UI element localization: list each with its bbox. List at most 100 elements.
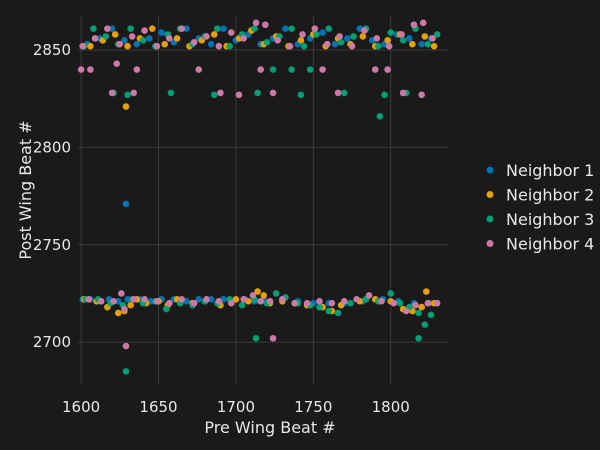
data-point [433,299,441,307]
data-point [173,35,181,42]
y-tick-label: 2800 [33,138,71,156]
data-point [381,91,388,99]
data-point [190,38,198,46]
data-point [406,35,413,42]
data-point [410,21,418,29]
data-point [421,321,429,328]
data-point [303,299,311,307]
data-point [118,290,125,297]
data-point [418,303,425,311]
data-point [252,334,260,342]
data-point [396,299,404,307]
data-point [359,33,367,40]
data-point [297,37,305,44]
data-point [313,31,320,38]
data-point [334,89,342,97]
data-point [124,91,131,99]
data-point [418,40,425,48]
data-point [166,35,173,42]
legend-item: Neighbor 2 [486,186,594,205]
data-point [210,91,218,99]
data-point [153,42,161,50]
data-point [300,42,308,50]
x-tick-labels: 1600 1650 1700 1750 1800 [62,398,410,416]
data-point [288,25,295,32]
data-point [266,297,274,305]
data-point [116,40,124,48]
data-point [79,42,86,50]
legend-marker [486,166,494,174]
data-point [121,37,128,44]
data-point [423,288,430,295]
data-point [325,307,333,315]
legend-label: Neighbor 2 [506,186,594,205]
data-point [418,91,425,99]
data-point [398,31,405,38]
data-point [85,296,93,303]
data-point [190,299,198,307]
data-point [254,89,261,97]
legend-item: Neighbor 1 [486,161,594,180]
data-point [399,37,407,44]
data-point [272,290,280,297]
data-point [124,42,131,50]
y-tick-label: 2850 [33,41,71,59]
data-point [387,29,395,36]
data-point [262,21,269,29]
legend-label: Neighbor 4 [506,235,594,254]
data-point [108,25,116,32]
data-point [347,299,354,307]
data-point [124,296,131,303]
data-point [328,299,336,307]
data-point [215,297,223,305]
data-point [90,25,97,32]
data-point [373,35,381,42]
data-point [153,297,161,305]
data-point [337,38,345,46]
data-point [220,25,227,32]
data-point [195,66,203,73]
data-point [108,89,116,97]
data-point [113,60,120,67]
data-point [340,89,348,97]
data-point [127,25,134,32]
data-point [415,309,422,317]
x-tick-label: 1750 [294,398,332,416]
data-point [260,292,268,299]
legend-item: Neighbor 3 [486,210,594,229]
data-point [122,103,130,110]
data-point [316,303,323,311]
data-point [350,33,357,40]
data-point [387,290,395,297]
data-point [127,301,134,309]
data-point [419,19,427,27]
data-point [240,296,247,303]
data-point [141,27,148,34]
data-point [269,66,277,73]
data-point [415,334,422,342]
data-point [331,40,339,48]
data-point [141,296,148,303]
data-point [217,89,224,97]
x-tick-label: 1600 [62,398,100,416]
data-point [183,25,190,32]
data-point [77,66,85,73]
data-point [178,296,186,303]
data-point [214,25,221,32]
data-point [291,299,299,307]
data-point [87,42,94,50]
data-point [121,305,128,313]
data-point [167,89,175,97]
data-point [158,29,165,36]
data-point [323,40,331,48]
data-point [378,297,385,305]
data-point [269,334,277,342]
data-point [433,31,441,38]
data-point [385,42,393,50]
data-point [399,89,407,97]
data-point [371,66,379,73]
data-point [384,66,391,73]
legend-marker [486,240,494,247]
data-point [110,297,117,305]
data-point [104,25,111,32]
